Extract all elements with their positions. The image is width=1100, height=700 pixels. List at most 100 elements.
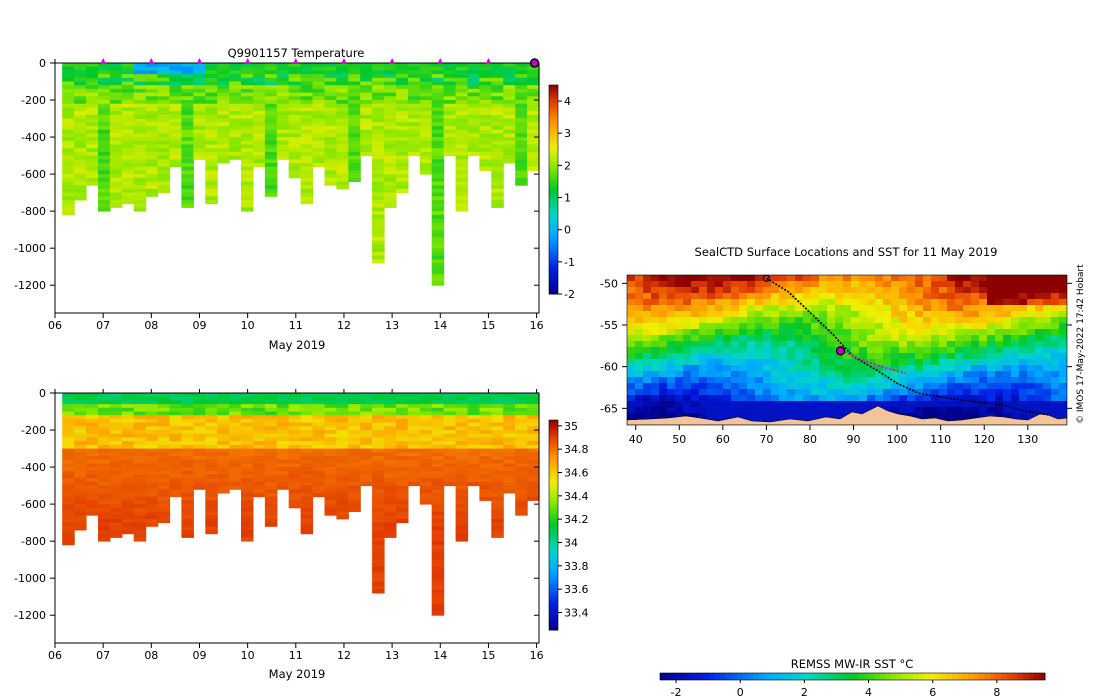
temperature-profile-cell	[372, 74, 385, 79]
temperature-profile-cell	[205, 137, 218, 142]
map-x-tick-label: 130	[1017, 433, 1038, 446]
sst-cell	[699, 383, 708, 390]
temperature-profile-cell	[205, 140, 218, 145]
sst-cell	[803, 323, 812, 330]
salinity-profile-cell	[431, 559, 445, 564]
sst-cell	[923, 299, 932, 306]
salinity-profile-cell	[133, 496, 147, 501]
salinity-profile-cell	[300, 489, 314, 494]
salinity-profile-cell	[217, 400, 230, 405]
sst-cell	[971, 317, 980, 324]
salinity-profile-cell	[491, 511, 504, 516]
sst-cell	[675, 293, 684, 300]
salinity-profile-cell	[241, 456, 254, 461]
temperature-profile-cell	[479, 85, 492, 90]
sst-cell	[979, 281, 988, 288]
temperature-profile-cell	[491, 203, 504, 208]
sst-cell	[683, 389, 692, 396]
sst-cell	[987, 347, 996, 354]
temperature-profile-cell	[229, 114, 242, 120]
temperature-profile-cell	[384, 166, 397, 171]
salinity-profile-cell	[145, 400, 159, 405]
sst-cell	[1059, 347, 1067, 354]
temperature-profile-cell	[252, 140, 266, 145]
temperature-profile-cell	[193, 107, 206, 112]
salinity-colorbar-tick-label: 33.6	[564, 583, 589, 596]
sst-cell	[723, 413, 732, 420]
sst-cell	[843, 407, 852, 414]
salinity-panel: 0-200-400-600-800-1000-1200 06 07 08 09 10 11…	[14, 387, 588, 681]
sst-cell	[883, 377, 892, 384]
salinity-profile-cell	[443, 433, 457, 438]
salinity-profile-cell	[384, 418, 397, 424]
salinity-profile-cell	[157, 448, 171, 453]
temperature-profile-cell	[74, 111, 87, 116]
temperature-profile-cell	[396, 148, 409, 153]
sst-cell	[923, 377, 932, 384]
temperature-profile-cell	[133, 148, 147, 153]
salinity-profile-cell	[264, 500, 278, 505]
salinity-profile-cell	[527, 404, 540, 409]
sst-cell	[827, 341, 836, 348]
salinity-profile-cell	[431, 593, 445, 598]
salinity-profile-cell	[324, 448, 337, 453]
temperature-profile-cell	[121, 196, 135, 201]
sst-cell	[851, 299, 860, 306]
sst-cell	[699, 281, 708, 288]
sst-cell	[683, 329, 692, 336]
temperature-profile-cell	[181, 148, 194, 153]
temperature-profile-cell	[491, 181, 504, 186]
temperature-profile-cell	[360, 96, 373, 101]
temperature-profile-cell	[431, 226, 445, 231]
sst-cell	[675, 395, 684, 402]
sst-cell	[811, 377, 820, 384]
sst-cell	[723, 383, 732, 390]
sst-cell	[1051, 305, 1060, 312]
sst-cell	[915, 341, 924, 348]
temperature-profile-cell	[217, 118, 230, 123]
temperature-profile-cell	[372, 192, 385, 197]
sst-cell	[971, 293, 980, 300]
sal-y-tick-label: -200	[21, 424, 46, 437]
salinity-profile-cell	[241, 500, 254, 505]
sst-cell	[915, 287, 924, 294]
temperature-profile-cell	[384, 77, 397, 82]
temperature-profile-cell	[455, 85, 469, 90]
salinity-profile-cell	[431, 526, 445, 531]
sst-cell	[835, 281, 844, 288]
salinity-profile-cell	[181, 515, 194, 520]
sst-cell	[723, 389, 732, 396]
sst-cell	[891, 335, 900, 342]
temperature-profile-cell	[527, 148, 540, 153]
sst-cell	[1019, 353, 1028, 360]
salinity-profile-cell	[205, 400, 218, 405]
temperature-profile-cell	[241, 111, 254, 116]
salinity-profile-cell	[74, 474, 87, 479]
salinity-profile-cell	[241, 396, 254, 401]
salinity-profile-cell	[86, 470, 99, 475]
temperature-profile-cell	[419, 81, 433, 86]
salinity-profile-cell	[193, 441, 206, 446]
sst-cell	[627, 353, 636, 360]
temperature-profile-cell	[288, 140, 302, 145]
temperature-profile-cell	[300, 92, 314, 97]
temperature-profile-cell	[515, 155, 528, 160]
sst-cell	[835, 275, 844, 282]
salinity-profile-cell	[515, 474, 528, 479]
sst-cell	[635, 305, 644, 312]
sst-cell	[979, 377, 988, 384]
temperature-profile-cell	[503, 118, 516, 123]
salinity-profile-cell	[348, 478, 361, 483]
salinity-profile-cell	[443, 478, 457, 483]
sst-cell	[707, 389, 716, 396]
temperature-profile-cell	[515, 66, 528, 71]
temperature-profile-cell	[86, 81, 99, 86]
salinity-colorbar-segment	[549, 458, 558, 463]
sst-cell	[1003, 305, 1012, 312]
salinity-profile-cell	[503, 470, 516, 475]
temp-x-tick-label: 10	[241, 319, 255, 332]
salinity-profile-cell	[455, 415, 469, 420]
salinity-profile-cell	[109, 444, 123, 450]
sst-cell	[939, 353, 948, 360]
temperature-profile-cell	[503, 137, 516, 142]
